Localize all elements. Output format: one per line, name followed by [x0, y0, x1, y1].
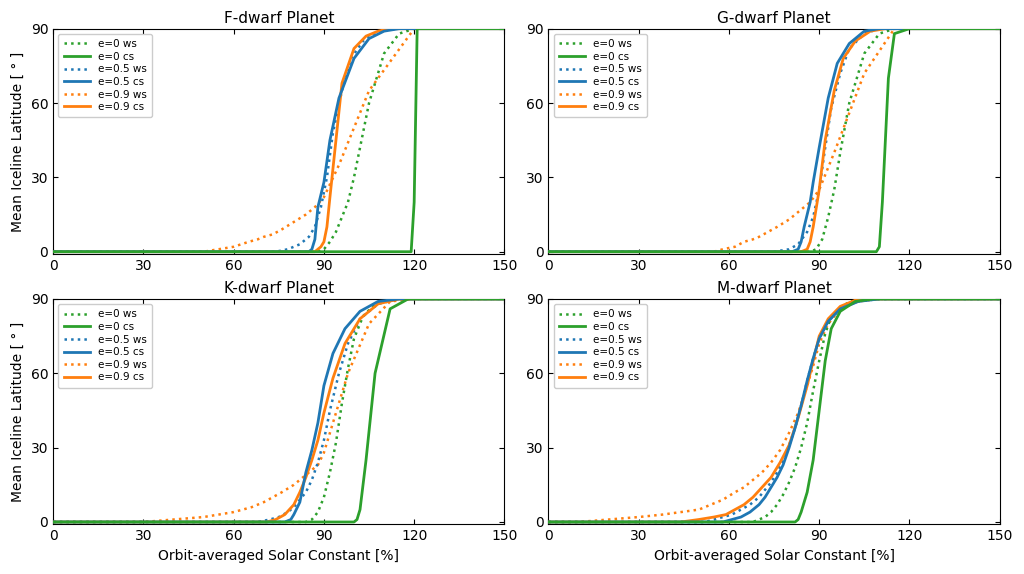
- Y-axis label: Mean Iceline Latitude [ ° ]: Mean Iceline Latitude [ ° ]: [11, 321, 26, 502]
- Title: G-dwarf Planet: G-dwarf Planet: [717, 11, 830, 26]
- X-axis label: Orbit-averaged Solar Constant [%]: Orbit-averaged Solar Constant [%]: [159, 549, 399, 563]
- Legend: e=0 ws, e=0 cs, e=0.5 ws, e=0.5 cs, e=0.9 ws, e=0.9 cs: e=0 ws, e=0 cs, e=0.5 ws, e=0.5 cs, e=0.…: [58, 304, 152, 387]
- Legend: e=0 ws, e=0 cs, e=0.5 ws, e=0.5 cs, e=0.9 ws, e=0.9 cs: e=0 ws, e=0 cs, e=0.5 ws, e=0.5 cs, e=0.…: [554, 304, 647, 387]
- Title: K-dwarf Planet: K-dwarf Planet: [223, 281, 334, 296]
- Title: F-dwarf Planet: F-dwarf Planet: [223, 11, 334, 26]
- Y-axis label: Mean Iceline Latitude [ ° ]: Mean Iceline Latitude [ ° ]: [11, 51, 26, 231]
- Legend: e=0 ws, e=0 cs, e=0.5 ws, e=0.5 cs, e=0.9 ws, e=0.9 cs: e=0 ws, e=0 cs, e=0.5 ws, e=0.5 cs, e=0.…: [554, 34, 647, 117]
- Legend: e=0 ws, e=0 cs, e=0.5 ws, e=0.5 cs, e=0.9 ws, e=0.9 cs: e=0 ws, e=0 cs, e=0.5 ws, e=0.5 cs, e=0.…: [58, 34, 152, 117]
- X-axis label: Orbit-averaged Solar Constant [%]: Orbit-averaged Solar Constant [%]: [653, 549, 895, 563]
- Title: M-dwarf Planet: M-dwarf Planet: [717, 281, 831, 296]
